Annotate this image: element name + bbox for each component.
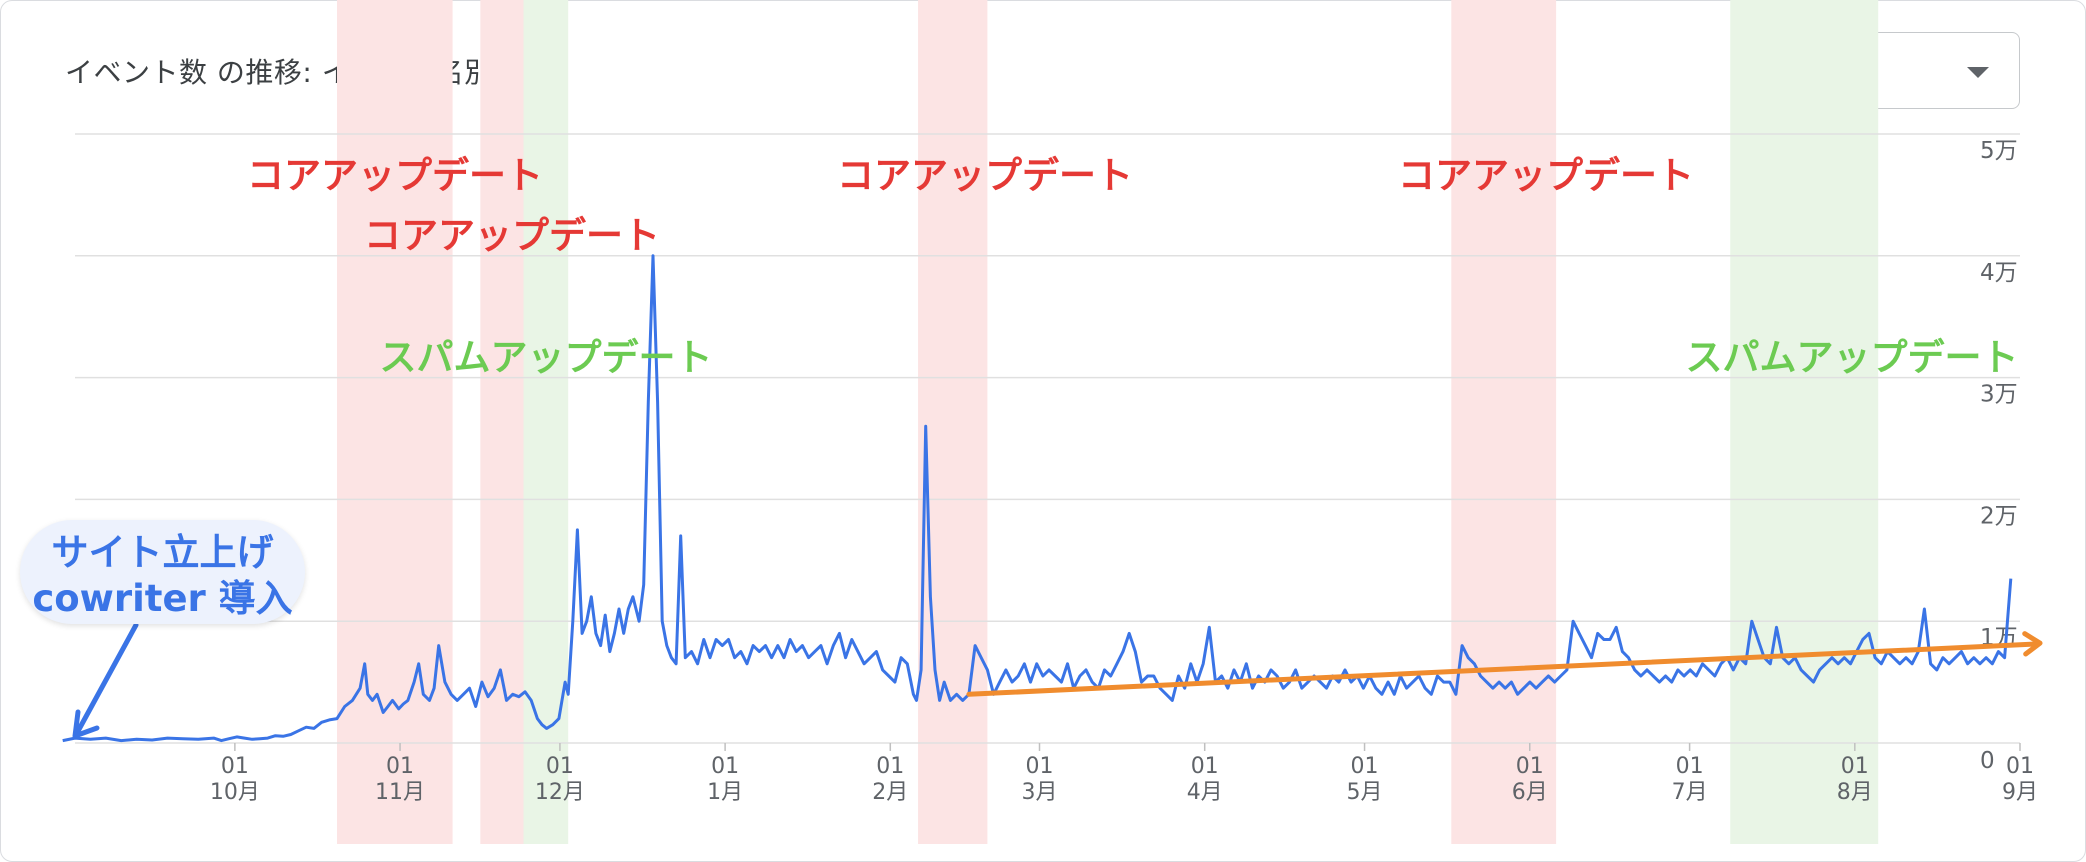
x-tick-day: 01: [221, 754, 249, 779]
annotation-label-1: コアアップデート: [364, 214, 660, 257]
annotation-label-0: コアアップデート: [247, 154, 543, 197]
y-tick-label: 4万: [1980, 260, 2018, 286]
x-tick-month: 2月: [872, 780, 908, 805]
x-tick-day: 01: [2006, 754, 2034, 779]
callout-line-2: cowriter 導入: [32, 577, 293, 620]
update-band-2: [523, 0, 569, 844]
x-tick-month: 3月: [1022, 780, 1058, 805]
x-tick-month: 4月: [1187, 780, 1223, 805]
y-tick-label: 0: [1980, 748, 1995, 774]
callout-arrow-head: [72, 709, 100, 739]
x-tick-month: 6月: [1512, 780, 1548, 805]
y-tick-label: 5万: [1980, 138, 2018, 164]
trend-arrow-head: [2022, 631, 2043, 657]
y-tick-label: 2万: [1980, 503, 2018, 529]
x-tick-day: 01: [1841, 754, 1869, 779]
x-tick-month: 1月: [707, 780, 743, 805]
trend-layer: [966, 631, 2043, 697]
annotation-label-3: コアアップデート: [837, 154, 1133, 197]
x-tick-month: 8月: [1837, 780, 1873, 805]
x-tick-day: 01: [1676, 754, 1704, 779]
callout-arrow: [72, 622, 139, 739]
x-axis-ticks: 0110月0111月0112月011月012月013月014月015月016月0…: [210, 743, 2038, 805]
x-tick-month: 12月: [535, 780, 585, 805]
grid-lines: [75, 133, 2020, 744]
x-tick-month: 11月: [375, 780, 425, 805]
annotation-label-2: スパムアップデート: [380, 336, 713, 379]
y-tick-label: 3万: [1980, 382, 2018, 408]
x-tick-day: 01: [1351, 754, 1379, 779]
update-band-3: [918, 0, 988, 844]
x-tick-month: 10月: [210, 780, 260, 805]
callout-line-1: サイト立上げ: [51, 531, 274, 574]
update-band-4: [1451, 0, 1557, 844]
update-band-5: [1730, 0, 1879, 844]
x-tick-day: 01: [386, 754, 414, 779]
x-tick-month: 5月: [1347, 780, 1383, 805]
annotation-label-5: スパムアップデート: [1686, 336, 2019, 379]
callout-arrow-line: [74, 622, 139, 736]
update-band-1: [480, 0, 524, 844]
x-tick-day: 01: [876, 754, 904, 779]
x-tick-day: 01: [711, 754, 739, 779]
x-tick-day: 01: [546, 754, 574, 779]
trend-line: [966, 641, 2037, 697]
x-tick-day: 01: [1026, 754, 1054, 779]
x-tick-month: 7月: [1672, 780, 1708, 805]
x-tick-month: 9月: [2002, 780, 2038, 805]
annotation-label-4: コアアップデート: [1398, 154, 1694, 197]
x-tick-day: 01: [1191, 754, 1219, 779]
update-bands: [337, 0, 1879, 844]
dropdown-arrow-icon: [1967, 67, 1989, 78]
series-layer: [62, 254, 2013, 743]
series-line-0: [62, 254, 2013, 743]
update-band-0: [337, 0, 453, 844]
x-tick-day: 01: [1516, 754, 1544, 779]
callout-bubble: サイト立上げ cowriter 導入: [20, 520, 305, 624]
